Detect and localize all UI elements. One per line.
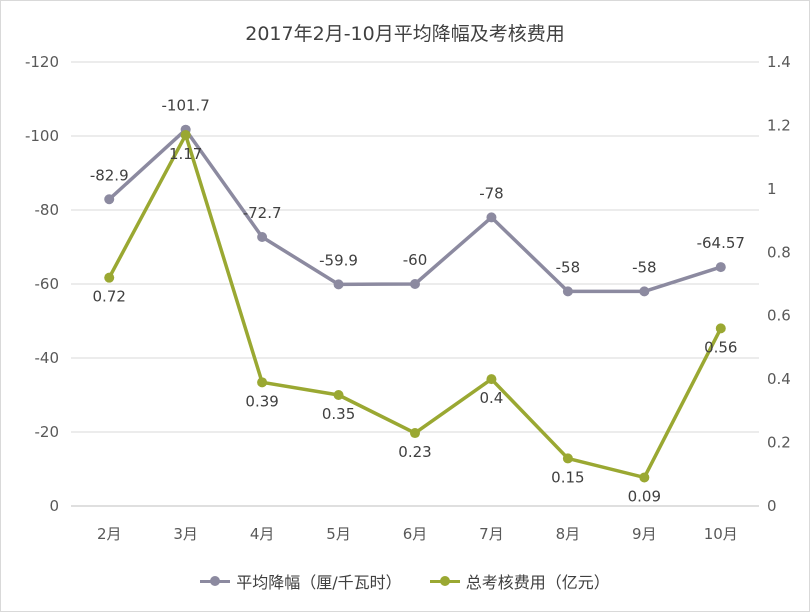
y-right-tick-label: 1.4 [767,53,791,71]
data-label: 0.23 [398,443,431,461]
data-point [639,286,650,297]
y-right-tick-label: 0.4 [767,370,791,388]
data-label: 0.39 [245,392,278,410]
data-label: 0.35 [322,405,355,423]
y-left-tick-label: -20 [35,423,60,441]
x-tick-label: 10月 [704,525,738,543]
chart-title: 2017年2月-10月平均降幅及考核费用 [245,23,565,45]
y-left-tick-label: -40 [35,349,60,367]
y-left-tick-label: -100 [25,127,59,145]
data-label: 1.17 [169,145,202,163]
data-label: -78 [479,184,504,202]
data-label: -59.9 [319,251,358,269]
plot-area: -120 -100 -80 -60 -40 -20 0 1.4 1.2 1 0.8 0.6 0.4 0.2… [25,53,791,543]
data-label: 0.72 [93,288,126,306]
data-point [257,232,268,243]
legend-item-series-1[interactable]: 平均降幅（厘/千瓦时） [200,569,402,593]
data-label: 0.09 [628,487,661,505]
y-left-tick-label: -80 [35,201,60,219]
y-right-tick-label: 0 [767,497,777,515]
y-left-tick-label: 0 [49,497,59,515]
data-label: -58 [556,258,581,276]
data-label: 0.15 [551,468,584,486]
data-label: -64.57 [697,234,745,252]
x-tick-label: 8月 [556,525,581,543]
y-right-tick-label: 1 [767,180,777,198]
series-line-2 [107,133,723,480]
legend-swatch-series-1 [200,575,231,587]
legend-label-series-2: 总考核费用（亿元） [465,573,610,592]
y-left-tick-label: -60 [35,275,60,293]
x-tick-label: 3月 [173,525,198,543]
data-label: 0.56 [704,338,737,356]
data-point [180,129,191,140]
x-tick-label: 9月 [632,525,657,543]
data-label: -82.9 [90,166,129,184]
legend-label-series-1: 平均降幅（厘/千瓦时） [236,573,402,592]
x-tick-label: 4月 [250,525,275,543]
x-tick-label: 7月 [479,525,504,543]
data-point [715,323,726,334]
y-right-tick-label: 0.6 [767,307,791,325]
data-point [333,390,344,400]
data-point [104,272,115,283]
y-right-tick-label: 0.8 [767,243,791,261]
data-point [410,428,420,439]
y-left-tick-label: -120 [25,53,59,71]
data-point [562,286,573,297]
legend-item-series-2[interactable]: 总考核费用（亿元） [429,569,610,593]
data-label: -72.7 [243,204,282,222]
data-point [562,453,573,464]
data-label: -60 [403,251,428,269]
data-point [639,472,650,483]
data-label: -101.7 [161,97,209,115]
legend: 平均降幅（厘/千瓦时） 总考核费用（亿元） [1,569,809,593]
data-label: -58 [632,258,657,276]
data-point [715,262,726,273]
data-point [257,377,268,388]
y-right-tick-label: 0.2 [767,434,791,452]
y-right-tick-label: 1.2 [767,116,791,134]
data-label: 0.4 [480,389,504,407]
data-point [486,212,497,223]
x-tick-label: 5月 [326,525,351,543]
x-tick-label: 2月 [97,525,122,543]
data-point [333,279,344,290]
legend-swatch-series-2 [429,575,460,587]
x-tick-label: 6月 [403,525,428,543]
data-point [104,194,115,205]
data-point [410,279,420,289]
data-point [486,374,497,385]
